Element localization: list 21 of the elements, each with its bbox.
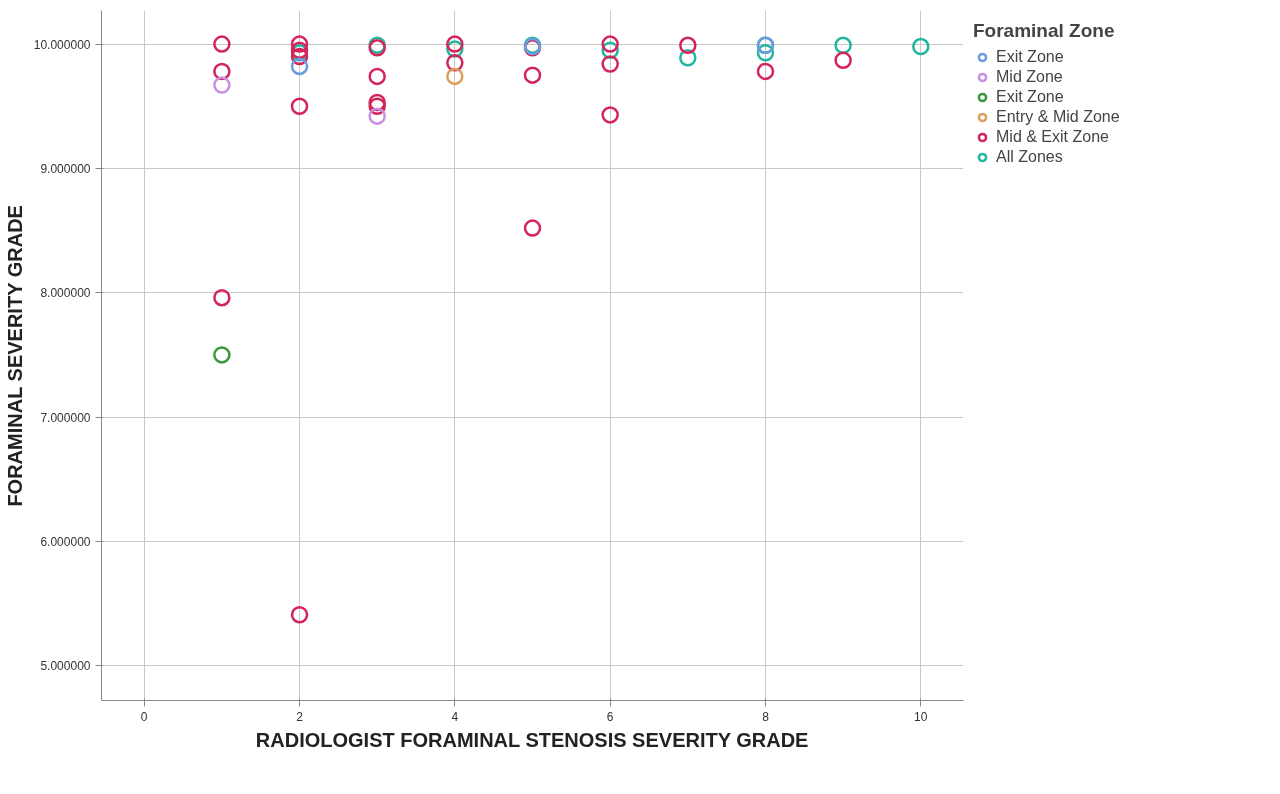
y-tick-label: 5.000000	[40, 659, 91, 674]
x-tick-label: 4	[451, 709, 459, 724]
x-tick-label: 6	[606, 709, 614, 724]
legend-label: Mid Zone	[996, 67, 1063, 87]
y-tick-label: 9.000000	[40, 161, 91, 176]
x-tick-label: 2	[296, 709, 304, 724]
legend-label: Mid & Exit Zone	[996, 127, 1109, 147]
y-axis-title: FORAMINAL SEVERITY GRADE	[3, 205, 26, 507]
x-tick-label: 8	[762, 709, 770, 724]
y-tick-label: 8.000000	[40, 286, 91, 301]
legend-title: Foraminal Zone	[973, 20, 1116, 42]
x-axis-title: RADIOLOGIST FORAMINAL STENOSIS SEVERITY GRADE	[255, 728, 809, 751]
legend-label: All Zones	[996, 147, 1063, 167]
legend-label: Entry & Mid Zone	[996, 107, 1120, 127]
y-tick-label: 7.000000	[40, 410, 91, 425]
y-tick-label: 6.000000	[40, 534, 91, 549]
x-tick-label: 0	[140, 709, 148, 724]
x-tick-label: 10	[914, 709, 928, 724]
y-tick-label: 10.000000	[33, 37, 91, 52]
legend-label: Exit Zone	[996, 87, 1064, 107]
legend-label: Exit Zone	[996, 47, 1064, 67]
